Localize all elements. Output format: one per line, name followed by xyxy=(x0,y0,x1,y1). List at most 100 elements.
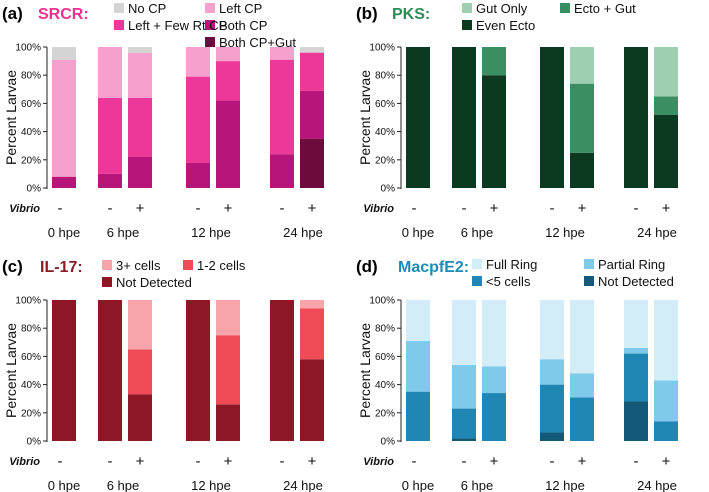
bar-segment xyxy=(186,162,210,188)
timepoint-label: 12 hpe xyxy=(191,478,231,492)
vibrio-sign: + xyxy=(224,453,233,470)
timepoint-label: 24 hpe xyxy=(637,478,677,492)
bar-segment xyxy=(128,156,152,188)
bar-segment xyxy=(52,300,76,441)
legend-label: Both CP+Gut xyxy=(219,35,296,50)
legend-label: <5 cells xyxy=(486,274,531,289)
bar-segment xyxy=(654,114,678,188)
legend-label: 3+ cells xyxy=(116,258,161,273)
bar-segment xyxy=(452,364,476,409)
vibrio-sign: + xyxy=(308,200,317,217)
legend-swatch xyxy=(114,3,124,13)
y-tick-label: 60% xyxy=(375,99,395,110)
bar-segment xyxy=(128,97,152,157)
vibrio-sign: + xyxy=(578,453,587,470)
y-tick-label: 20% xyxy=(375,408,395,419)
panel-1: (b) PKS: Gut Only Ecto + Gut Even Ecto 0% 20% 4… xyxy=(356,1,678,240)
panel-2: (c) IL-17: 3+ cells 1-2 cells Not Detected 0%… xyxy=(2,257,324,492)
legend-swatch xyxy=(102,277,112,287)
gene-title: MacpfE2: xyxy=(398,259,469,276)
timepoint-label: 24 hpe xyxy=(283,478,323,492)
y-tick-label: 40% xyxy=(375,127,395,138)
timepoint-label: 6 hpe xyxy=(461,478,494,492)
bar-segment xyxy=(570,152,594,188)
bar-segment xyxy=(186,76,210,163)
legend-swatch xyxy=(205,20,215,30)
bar-segment xyxy=(52,47,76,60)
legend-swatch xyxy=(205,37,215,47)
y-tick-label: 80% xyxy=(375,324,395,335)
vibrio-sign: - xyxy=(196,200,201,217)
bar-segment xyxy=(300,359,324,441)
bar-segment xyxy=(128,52,152,98)
legend-swatch xyxy=(560,3,570,13)
panel-label: (b) xyxy=(356,4,378,23)
bar-segment xyxy=(270,47,294,60)
y-tick-label: 0% xyxy=(27,184,42,195)
vibrio-sign: + xyxy=(136,453,145,470)
gene-title: PKS: xyxy=(392,6,430,23)
bar-segment xyxy=(624,347,648,354)
bar-segment xyxy=(540,432,564,441)
vibrio-sign: - xyxy=(58,453,63,470)
y-tick-label: 20% xyxy=(375,155,395,166)
bar-segment xyxy=(482,366,506,394)
legend-swatch xyxy=(205,3,215,13)
bar-segment xyxy=(98,173,122,188)
vibrio-label: Vibrio xyxy=(9,456,40,468)
bar-segment xyxy=(216,61,240,101)
vibrio-label: Vibrio xyxy=(363,456,394,468)
y-tick-label: 40% xyxy=(375,380,395,391)
bar-segment xyxy=(654,380,678,422)
bar-segment xyxy=(570,300,594,374)
bar-segment xyxy=(128,349,152,395)
bar-segment xyxy=(98,47,122,98)
y-tick-label: 80% xyxy=(21,71,41,82)
bar-segment xyxy=(216,300,240,336)
bar-segment xyxy=(270,59,294,155)
vibrio-sign: + xyxy=(578,200,587,217)
bar-segment xyxy=(452,438,476,441)
timepoint-label: 6 hpe xyxy=(461,225,494,240)
bar-segment xyxy=(186,47,210,77)
panel-label: (d) xyxy=(356,257,378,276)
bar-segment xyxy=(216,404,240,441)
vibrio-sign: + xyxy=(662,200,671,217)
legend-label: Full Ring xyxy=(486,257,537,272)
bar-segment xyxy=(270,300,294,441)
bar-segment xyxy=(540,47,564,188)
y-tick-label: 100% xyxy=(15,296,41,307)
vibrio-sign: - xyxy=(412,453,417,470)
bar-segment xyxy=(98,97,122,174)
bar-segment xyxy=(482,393,506,441)
legend-swatch xyxy=(472,259,482,269)
vibrio-sign: + xyxy=(136,200,145,217)
bar-segment xyxy=(406,391,430,441)
bar-segment xyxy=(482,75,506,188)
timepoint-label: 0 hpe xyxy=(402,225,435,240)
legend-swatch xyxy=(462,3,472,13)
bar-segment xyxy=(570,83,594,153)
bar-segment xyxy=(216,335,240,405)
bar-segment xyxy=(482,47,506,76)
vibrio-sign: - xyxy=(550,453,555,470)
bar-segment xyxy=(52,59,76,177)
bar-segment xyxy=(624,401,648,441)
bar-segment xyxy=(482,300,506,367)
vibrio-sign: - xyxy=(58,200,63,217)
legend-swatch xyxy=(114,20,124,30)
bar-segment xyxy=(624,353,648,402)
y-tick-label: 60% xyxy=(21,99,41,110)
legend-swatch xyxy=(584,276,594,286)
vibrio-sign: - xyxy=(280,200,285,217)
bar-segment xyxy=(570,397,594,441)
y-tick-label: 0% xyxy=(381,184,396,195)
legend-label: Ecto + Gut xyxy=(574,1,636,16)
bar-segment xyxy=(300,308,324,360)
bar-segment xyxy=(624,47,648,188)
bar-segment xyxy=(624,300,648,348)
bar-segment xyxy=(270,154,294,188)
y-tick-label: 20% xyxy=(21,155,41,166)
